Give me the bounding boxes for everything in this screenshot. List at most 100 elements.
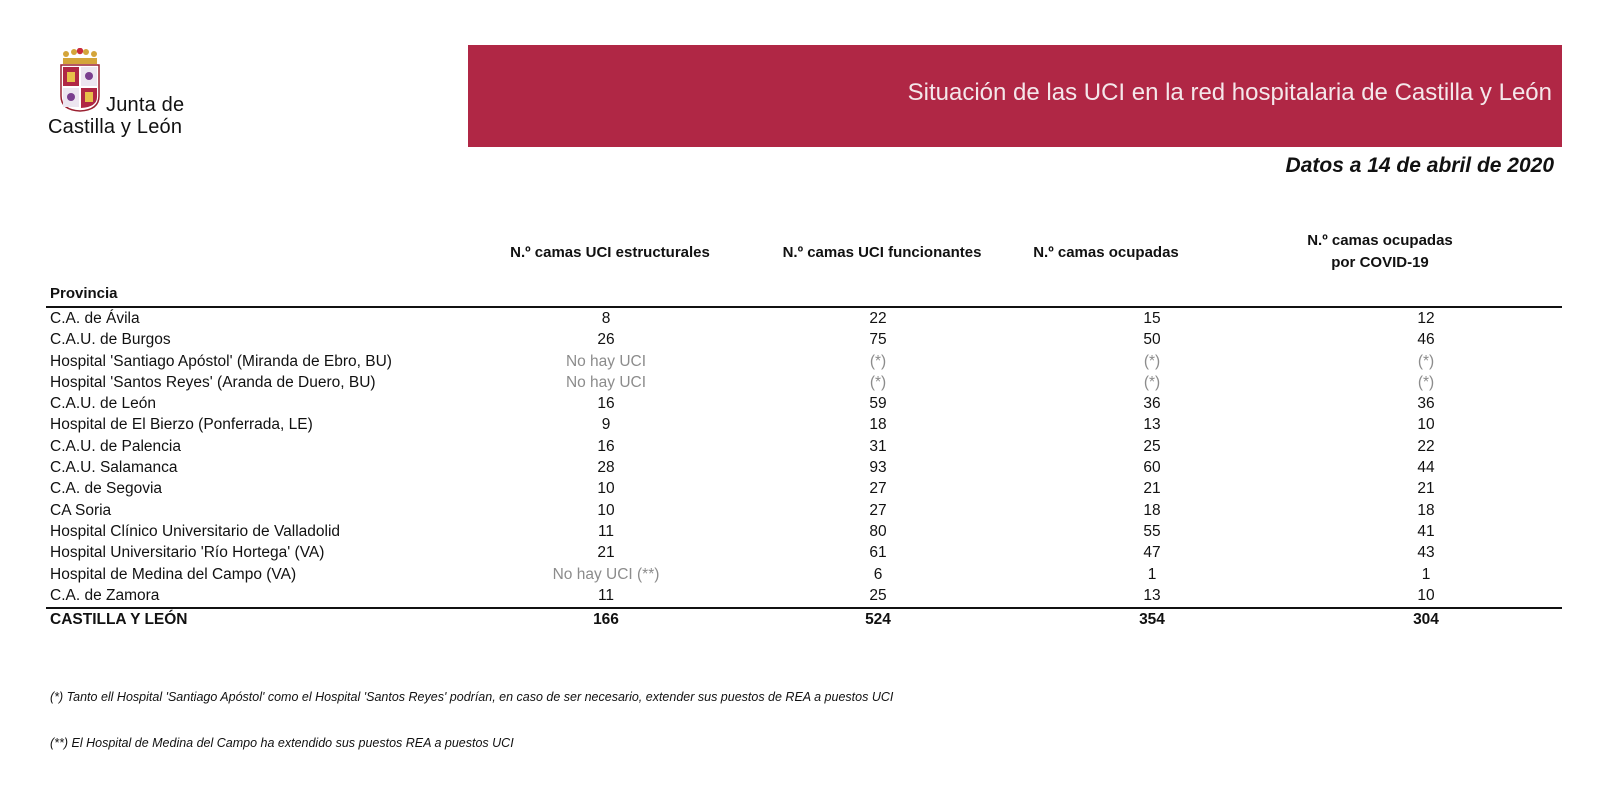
row-province-name: C.A.U. de Palencia	[50, 437, 181, 455]
row-value-occupied: 60	[1143, 459, 1161, 477]
row-value-occupied: 15	[1143, 310, 1161, 327]
header-rule	[46, 306, 1562, 308]
row-value-occupied: 50	[1143, 331, 1161, 349]
row-value-occupied: 1	[1147, 565, 1157, 583]
row-value-covid: (*)	[1417, 352, 1435, 370]
table-row: C.A.U. de Burgos 26 75 50 46	[46, 329, 1562, 350]
row-value-structural: 10	[597, 480, 615, 498]
row-value-functioning: 25	[869, 586, 887, 604]
row-value-functioning: 22	[869, 310, 887, 327]
row-value-covid: 41	[1417, 522, 1435, 540]
total-value-functioning: 524	[865, 611, 891, 628]
row-province-name: Hospital de Medina del Campo (VA)	[50, 565, 297, 583]
row-value-structural: 16	[597, 395, 615, 413]
row-value-functioning: (*)	[869, 373, 887, 391]
row-value-structural: No hay UCI	[565, 373, 647, 391]
table-row: Hospital de El Bierzo (Ponferrada, LE) 9 1…	[46, 414, 1562, 435]
row-province-name: Hospital 'Santos Reyes' (Aranda de Duero…	[50, 373, 376, 391]
row-value-occupied: 36	[1143, 395, 1161, 413]
logo-text-line1: Junta de	[106, 94, 185, 116]
row-value-covid: 10	[1417, 416, 1435, 434]
row-value-functioning: 61	[869, 544, 887, 562]
row-value-covid: 10	[1417, 586, 1435, 604]
logo-text-line2: Castilla y León	[48, 116, 183, 138]
column-header-structural: N.º camas UCI estructurales	[510, 244, 710, 261]
row-province-name: Hospital de El Bierzo (Ponferrada, LE)	[50, 416, 313, 434]
row-province-name: Hospital 'Santiago Apóstol' (Miranda de …	[50, 352, 392, 370]
column-header-covid: N.º camas ocupadas por COVID-19	[1307, 232, 1453, 271]
table-row: C.A. de Zamora 11 25 13 10	[46, 585, 1562, 606]
row-value-structural: 16	[597, 437, 615, 455]
row-value-occupied: 55	[1143, 522, 1161, 540]
row-value-structural: No hay UCI (**)	[552, 565, 660, 583]
row-value-covid: 18	[1417, 501, 1435, 519]
row-value-covid: 12	[1417, 310, 1435, 327]
row-province-name: C.A. de Segovia	[50, 480, 163, 498]
total-rule	[46, 607, 1562, 609]
table-row: C.A. de Ávila 8 22 15 12	[46, 308, 1562, 329]
footnote-double-asterisk: (**) El Hospital de Medina del Campo ha …	[50, 736, 514, 750]
row-value-occupied: 47	[1143, 544, 1161, 562]
row-value-functioning: 75	[869, 331, 887, 349]
title-banner: Situación de las UCI en la red hospitala…	[468, 45, 1562, 147]
row-value-functioning: 27	[869, 480, 887, 498]
row-value-occupied: 21	[1143, 480, 1161, 498]
total-value-occupied: 354	[1139, 611, 1165, 628]
row-value-covid: 1	[1421, 565, 1431, 583]
table-row: CA Soria 10 27 18 18	[46, 500, 1562, 521]
row-value-occupied: 13	[1143, 586, 1161, 604]
row-value-covid: 44	[1417, 459, 1435, 477]
row-province-name: CA Soria	[50, 501, 112, 519]
row-value-occupied: 13	[1143, 416, 1161, 434]
table-row: Hospital Clínico Universitario de Vallad…	[46, 521, 1562, 542]
row-value-functioning: (*)	[869, 352, 887, 370]
total-name: CASTILLA Y LEÓN	[50, 611, 188, 628]
table-body: C.A. de Ávila 8 22 15 12 C.A.U. de Burgos 26 75…	[46, 308, 1562, 606]
row-value-occupied: 25	[1143, 437, 1161, 455]
row-value-structural: 21	[597, 544, 615, 562]
row-value-covid: 43	[1417, 544, 1435, 562]
table-row: C.A.U. Salamanca 28 93 60 44	[46, 457, 1562, 478]
row-value-occupied: (*)	[1143, 352, 1161, 370]
table-row: C.A. de Segovia 10 27 21 21	[46, 478, 1562, 499]
column-header-occupied: N.º camas ocupadas	[1033, 244, 1179, 261]
total-value-covid: 304	[1413, 611, 1439, 628]
date-label: Datos a 14 de abril de 2020	[1285, 154, 1554, 177]
row-value-covid: 36	[1417, 395, 1435, 413]
crown-icon	[63, 48, 97, 64]
row-value-covid: 22	[1417, 437, 1435, 455]
row-province-name: C.A. de Ávila	[50, 310, 140, 327]
row-value-structural: 11	[597, 586, 615, 604]
row-province-name: C.A. de Zamora	[50, 586, 160, 604]
row-value-structural: 8	[601, 310, 611, 327]
table-row: Hospital 'Santiago Apóstol' (Miranda de …	[46, 351, 1562, 372]
total-row: CASTILLA Y LEÓN 166 524 354 304	[46, 609, 1562, 631]
row-value-structural: 11	[597, 522, 615, 540]
row-value-covid: 46	[1417, 331, 1435, 349]
row-value-structural: 10	[597, 501, 615, 519]
row-value-functioning: 31	[869, 437, 887, 455]
row-value-functioning: 6	[873, 565, 883, 583]
coat-of-arms-icon	[60, 64, 100, 112]
table-row: Hospital de Medina del Campo (VA) No hay …	[46, 564, 1562, 585]
row-value-functioning: 80	[869, 522, 887, 540]
column-header-functioning: N.º camas UCI funcionantes	[782, 244, 982, 261]
row-value-functioning: 18	[869, 416, 887, 434]
row-value-occupied: (*)	[1143, 373, 1161, 391]
row-value-structural: 28	[597, 459, 615, 477]
total-value-structural: 166	[593, 611, 619, 628]
row-value-covid: 21	[1417, 480, 1435, 498]
row-value-occupied: 18	[1143, 501, 1161, 519]
page-title: Situación de las UCI en la red hospitala…	[907, 79, 1552, 106]
row-province-name: Hospital Universitario 'Río Hortega' (VA…	[50, 544, 325, 562]
table-row: Hospital 'Santos Reyes' (Aranda de Duero…	[46, 372, 1562, 393]
row-value-functioning: 59	[869, 395, 887, 413]
row-province-name: Hospital Clínico Universitario de Vallad…	[50, 522, 341, 540]
row-value-structural: 26	[597, 331, 615, 349]
row-header-provincia: Provincia	[50, 285, 118, 302]
row-value-structural: No hay UCI	[565, 352, 647, 370]
table-row: C.A.U. de León 16 59 36 36	[46, 393, 1562, 414]
row-value-functioning: 27	[869, 501, 887, 519]
table-row: Hospital Universitario 'Río Hortega' (VA…	[46, 542, 1562, 563]
table-row: C.A.U. de Palencia 16 31 25 22	[46, 436, 1562, 457]
